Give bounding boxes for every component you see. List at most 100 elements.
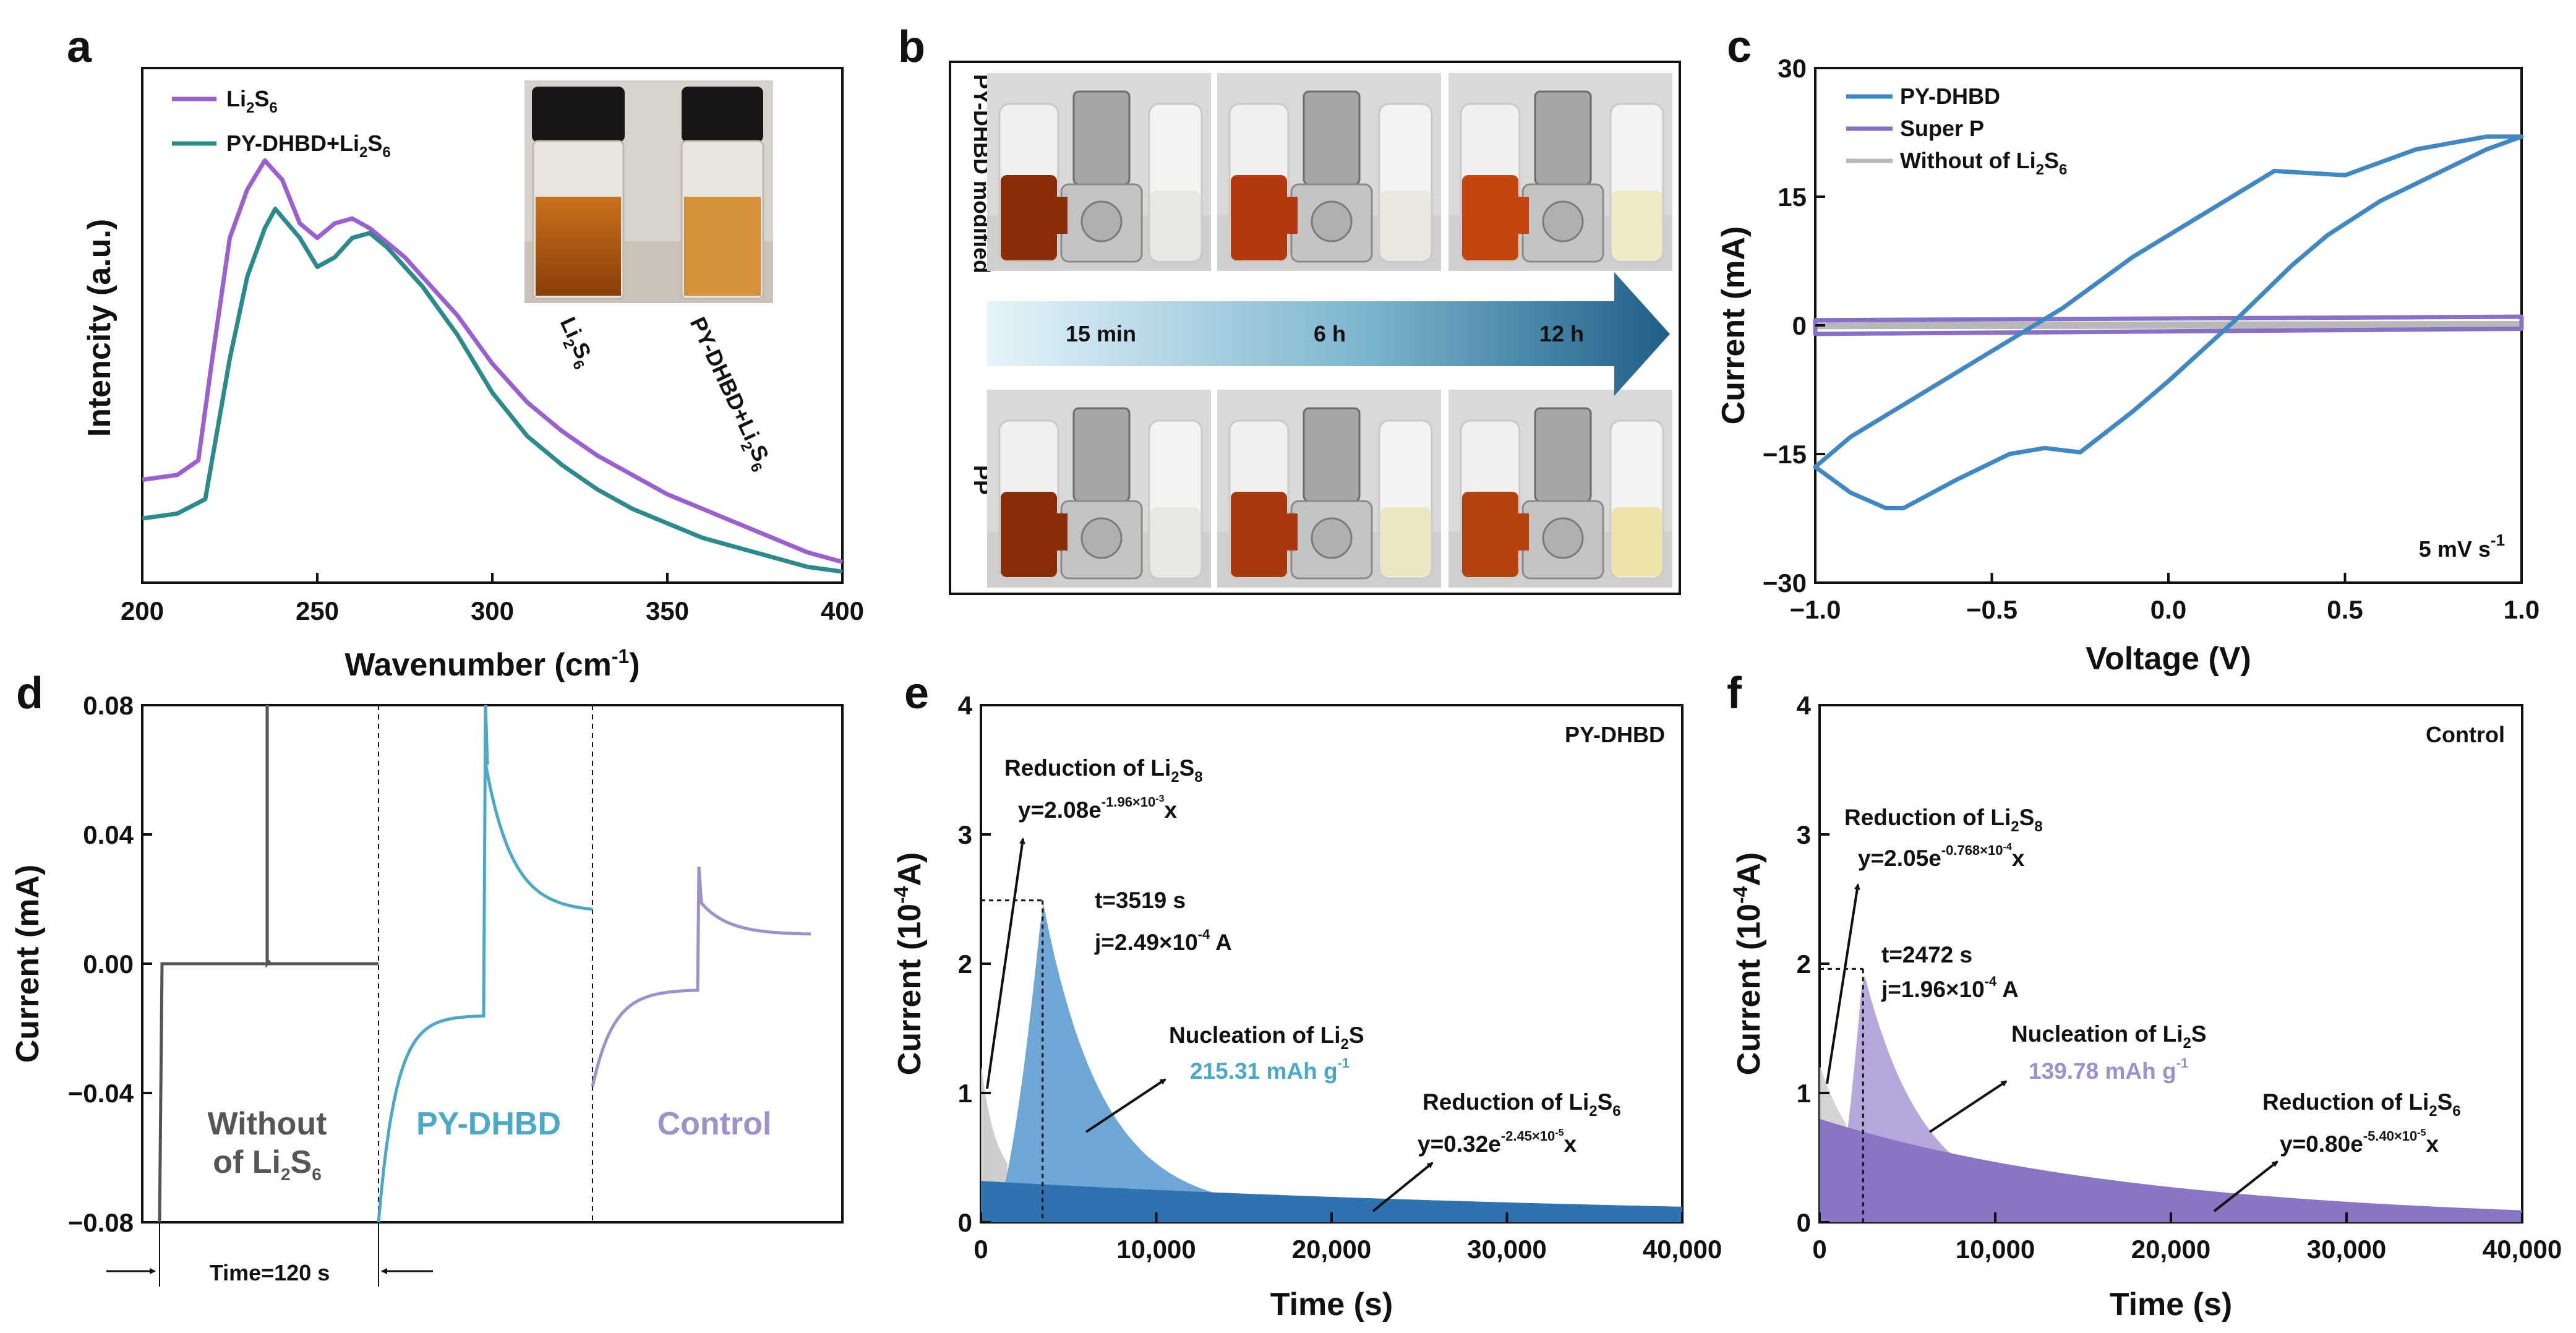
h-cell-photos: [987, 73, 1672, 588]
photo-modified-2: [1448, 73, 1672, 271]
x-tick-label-c: 1.0: [2504, 595, 2540, 624]
nucleation-plot-py-dhbd: [981, 899, 1682, 1222]
y-tick-label-d: −0.08: [68, 1208, 134, 1237]
ticks-f: 0 10,000 20,000 30,000 40,000 4 3 2 1 0: [1797, 691, 2562, 1264]
ann-eq-li2s8-f: y=2.05e-0.768×10-4x: [1858, 842, 2025, 871]
x-tick-label: 10,000: [1956, 1235, 2035, 1264]
photo-modified-0: [987, 73, 1211, 271]
y-tick-label-d: 0.08: [83, 691, 134, 720]
trace-without-spike: [265, 705, 271, 969]
time-window-label: Time=120 s: [210, 1260, 330, 1285]
y-tick-label: 4: [1797, 691, 1812, 720]
panel-label-e: e: [904, 669, 929, 718]
cv-plot: [1813, 134, 2524, 510]
panel-c: c −1.0 −0.5 0.0 0.5 1.0 30 15 0 −15 −30 Voltage (…: [1716, 22, 2540, 677]
panel-label-b: b: [898, 22, 925, 72]
arrow-nucleation-f: [1928, 1080, 2008, 1133]
ann-nucleation-e: Nucleation of Li2S: [1169, 1022, 1364, 1053]
ann-eq-li2s6-f: y=0.80e-5.40×10-5x: [2280, 1128, 2439, 1157]
legend-label-without-li2s6: Without of Li2S6: [1900, 148, 2067, 178]
ann-capacity-f: 139.78 mAh g-1: [2029, 1055, 2188, 1084]
y-axis-label-a: Intencity (a.u.): [82, 219, 118, 437]
label-of-li2s6: of Li2S6: [213, 1144, 322, 1184]
y-tick-label: 0: [958, 1208, 972, 1237]
x-axis-label-c: Voltage (V): [2086, 641, 2251, 677]
area-li2s6-reduction: [981, 1181, 1682, 1222]
legend-label-py-dhbd-li2s6: PY-DHBD+Li2S6: [226, 131, 391, 161]
y-tick-label-c: −15: [1763, 440, 1807, 469]
panel-d: d 0.08 0.04 0.00 −0.04 −0.08 Current (mA) Wi…: [10, 669, 844, 1287]
cv-py-dhbd: [1813, 134, 2524, 510]
panel-e: e 0 10,000 20,000 30,000 40,000 4 3 2 1 0 Time (s…: [890, 669, 1722, 1322]
photo-pp-1: [1217, 390, 1441, 588]
nucleation-plot-control: [1820, 967, 2522, 1222]
panel-label-a: a: [67, 22, 92, 72]
time-label-12h: 12 h: [1539, 321, 1584, 346]
ann-peak-current-e: j=2.49×10-4 A: [1094, 927, 1232, 955]
x-axis-label-a: Wavenumber (cm-1): [344, 645, 640, 683]
panel-f: f 0 10,000 20,000 30,000 40,000 4 3 2 1 0 Time (s…: [1727, 669, 2562, 1322]
y-tick-label: 3: [958, 820, 972, 849]
y-tick-label: 1: [1797, 1079, 1811, 1108]
panel-b: b PY-DHBD modified PP 15 min 6 h 12 h: [898, 22, 1681, 595]
photo-pp-0: [987, 390, 1211, 588]
x-tick-label-c: 0.5: [2327, 595, 2363, 624]
photo-pp-2: [1448, 390, 1672, 588]
x-axis-label-e: Time (s): [1270, 1287, 1393, 1322]
y-tick-label-c: 15: [1778, 182, 1807, 212]
y-axis-label-e: Current (10-4A): [890, 852, 928, 1076]
ticks-d: 0.08 0.04 0.00 −0.04 −0.08: [68, 691, 152, 1237]
x-tick-label-a: 300: [471, 596, 514, 625]
series-line-py-dhbd-li2s6: [142, 207, 843, 574]
series-line-li2s6: [142, 158, 843, 564]
ann-eq-li2s6-e: y=0.32e-2.45×10-5x: [1418, 1128, 1577, 1157]
y-tick-label-c: 0: [1792, 311, 1807, 340]
ann-reduction-li2s6-e: Reduction of Li2S6: [1423, 1089, 1621, 1120]
panel-title-e: PY-DHBD: [1565, 722, 1665, 747]
arrow-li2s6-e: [1372, 1162, 1434, 1212]
inset-photo-vials: [524, 80, 773, 303]
y-tick-label: 1: [958, 1079, 972, 1108]
time-label-6h: 6 h: [1314, 321, 1346, 346]
vial-cap-right: [682, 87, 763, 142]
y-axis-label-f: Current (10-4A): [1729, 852, 1767, 1076]
inset-label-py-dhbd-li2s6: PY-DHBD+Li2S6: [680, 313, 777, 475]
vial-cap-left: [532, 87, 625, 142]
x-tick-label-c: −1.0: [1790, 595, 1841, 624]
time-label-15min: 15 min: [1066, 321, 1136, 346]
ann-capacity-e: 215.31 mAh g-1: [1190, 1055, 1350, 1084]
panel-title-f: Control: [2426, 722, 2505, 747]
spectra-plot: [142, 158, 843, 574]
panel-label-c: c: [1727, 22, 1752, 72]
y-axis-label-c: Current (mA): [1716, 226, 1752, 425]
arrow-li2s8-f: [1826, 883, 1860, 1084]
y-tick-label: 3: [1797, 820, 1811, 849]
y-tick-label-d: 0.00: [83, 949, 134, 979]
x-tick-label-c: 0.0: [2150, 595, 2186, 624]
x-tick-label-c: −0.5: [1966, 595, 2018, 624]
x-tick-label-a: 200: [121, 596, 164, 625]
panel-label-d: d: [16, 669, 43, 718]
panel-a: a 200 250 300 350 400 Wavenumber (cm-1) Inte…: [67, 22, 864, 683]
x-tick-label-a: 250: [296, 596, 339, 625]
inset-label-li2s6: Li2S6: [550, 313, 599, 372]
arrow-li2s6-f: [2213, 1160, 2279, 1212]
x-tick-label: 0: [1812, 1235, 1826, 1264]
panel-label-f: f: [1727, 669, 1742, 718]
x-tick-label: 30,000: [1467, 1235, 1546, 1264]
legend-label-py-dhbd: PY-DHBD: [1900, 84, 2000, 109]
x-tick-label: 0: [973, 1235, 988, 1264]
arrow-li2s8-e: [986, 838, 1025, 1089]
x-tick-label: 10,000: [1116, 1235, 1196, 1264]
x-tick-label: 30,000: [2307, 1235, 2386, 1264]
x-tick-label: 40,000: [1643, 1235, 1722, 1264]
legend-label-super-p: Super P: [1900, 116, 1984, 141]
y-axis-label-d: Current (mA): [10, 865, 46, 1063]
x-tick-label: 40,000: [2483, 1235, 2562, 1264]
time-arrow: [987, 272, 1670, 396]
area-li2s6-reduction: [1820, 1118, 2522, 1222]
y-tick-label-c: −30: [1763, 568, 1807, 598]
ann-nucleation-f: Nucleation of Li2S: [2011, 1021, 2207, 1052]
y-tick-label: 2: [1797, 949, 1811, 979]
